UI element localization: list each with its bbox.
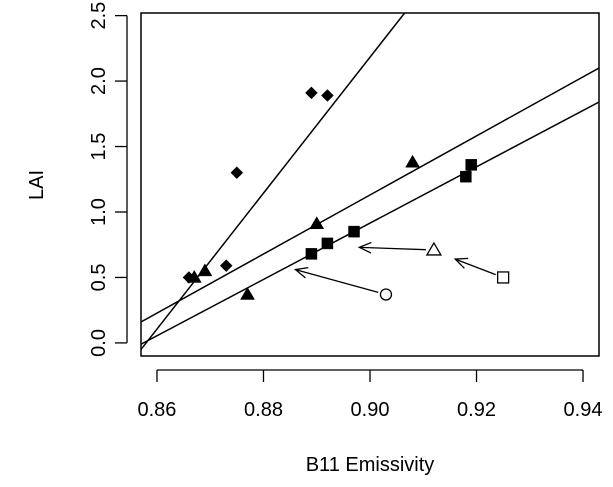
arrow-shaft	[454, 258, 496, 276]
y-tick-label: 2.5	[88, 2, 110, 30]
arrow-shaft	[295, 268, 379, 293]
y-axis-label: LAI	[26, 170, 48, 200]
y-axis: 0.0 0.5 1.0 1.5 2.0 2.5	[88, 2, 128, 357]
x-tick-label: 0.86	[138, 399, 177, 421]
triangle-marker	[425, 241, 443, 256]
fit-line	[141, 101, 599, 345]
square-marker	[305, 248, 318, 260]
arrow-head	[357, 241, 372, 254]
triangle-marker	[197, 263, 213, 277]
triangle-marker	[240, 286, 255, 300]
x-axis: 0.86 0.88 0.90 0.92 0.94	[138, 369, 603, 421]
arrow-head	[453, 257, 469, 269]
diamond-marker	[321, 89, 334, 102]
square-marker	[321, 237, 334, 250]
y-tick-label: 1.5	[88, 133, 110, 161]
diamond-marker	[305, 86, 318, 100]
y-tick-label: 2.0	[88, 67, 110, 95]
x-tick-label: 0.94	[564, 399, 603, 421]
fit-line	[141, 13, 406, 350]
y-tick-label: 1.0	[88, 198, 110, 226]
plot-frame	[140, 12, 600, 357]
square-marker	[348, 225, 360, 238]
annotation-arrows	[293, 241, 496, 293]
x-tick-label: 0.92	[457, 399, 496, 421]
triangle-marker	[405, 154, 421, 168]
circle-marker	[379, 288, 393, 301]
fit-lines	[141, 13, 599, 350]
data-points	[182, 86, 510, 301]
square-marker	[465, 159, 477, 171]
arrow-shaft	[359, 246, 426, 251]
x-axis-label: B11 Emissivity	[306, 454, 435, 476]
diamond-marker	[230, 166, 244, 180]
y-tick-label: 0.5	[88, 264, 110, 292]
y-tick-label: 0.0	[88, 329, 110, 357]
fit-line	[141, 67, 599, 323]
triangle-marker	[186, 269, 202, 283]
x-tick-label: 0.88	[244, 399, 283, 421]
square-marker	[460, 170, 472, 183]
triangle-marker	[309, 216, 325, 230]
square-marker	[496, 271, 510, 284]
arrow-head	[293, 266, 309, 279]
diamond-marker	[219, 259, 233, 273]
x-tick-label: 0.90	[351, 399, 390, 421]
